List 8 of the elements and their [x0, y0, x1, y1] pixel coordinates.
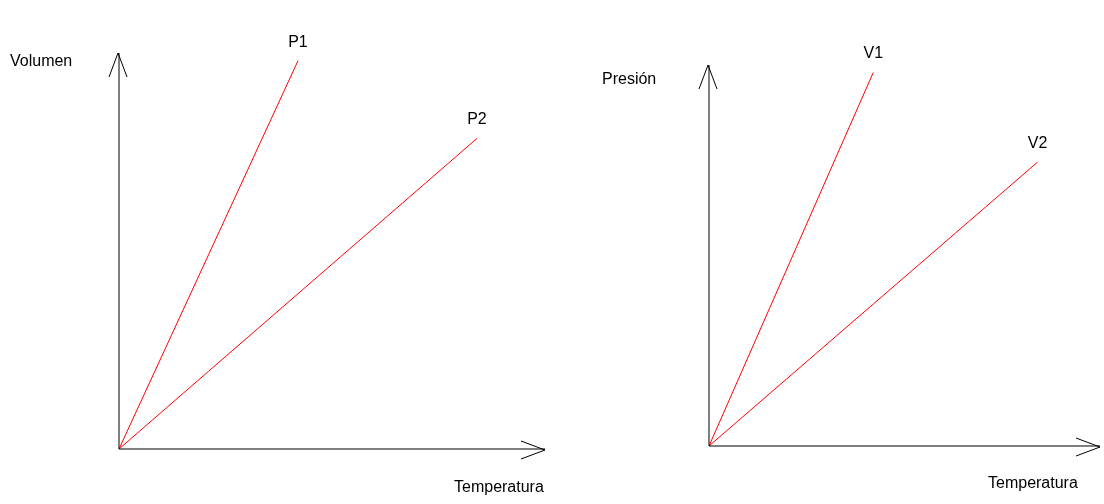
series-label: V1 — [863, 44, 884, 62]
series-label: P1 — [288, 32, 308, 50]
series-label: V2 — [1027, 134, 1048, 152]
x-axis-title: Temperatura — [454, 478, 544, 496]
y-axis-title: Presión — [602, 70, 657, 88]
y-axis-title: Volumen — [10, 52, 73, 70]
series-label: P2 — [467, 110, 487, 128]
x-axis-title: Temperatura — [988, 474, 1078, 492]
